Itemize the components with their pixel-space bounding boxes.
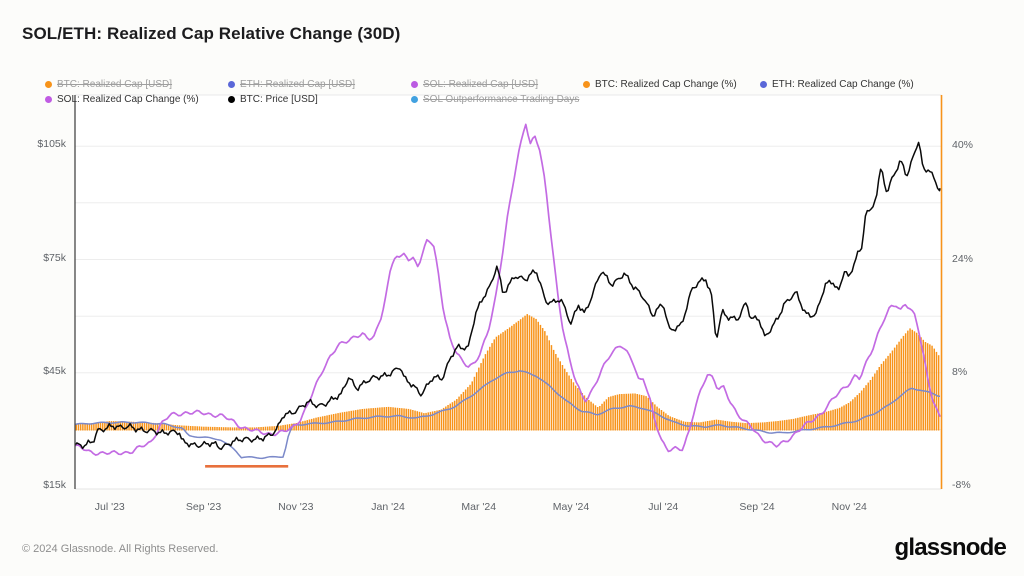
- x-tick: Jan '24: [371, 501, 405, 513]
- legend-item-btc-realized-cap-usd[interactable]: BTC: Realized Cap [USD]: [45, 79, 172, 90]
- y-right-tick: 40%: [952, 139, 974, 152]
- legend-dot-eth-realized-cap-usd: [228, 81, 235, 88]
- legend-label: BTC: Realized Cap Change (%): [595, 79, 737, 90]
- y-right-tick: -8%: [952, 479, 971, 492]
- legend-dot-btc-price-usd: [228, 96, 235, 103]
- legend-label: BTC: Price [USD]: [240, 94, 318, 105]
- y-left-tick: $45k: [43, 365, 66, 378]
- legend-item-btc-price-usd[interactable]: BTC: Price [USD]: [228, 94, 318, 105]
- y-right-tick: 24%: [952, 252, 974, 265]
- copyright-text: © 2024 Glassnode. All Rights Reserved.: [22, 543, 219, 555]
- y-left-tick: $105k: [37, 137, 66, 150]
- legend-label: BTC: Realized Cap [USD]: [57, 79, 173, 90]
- legend-label: SOL Outperformance Trading Days: [423, 94, 580, 105]
- legend-item-sol-outperformance-trading-days[interactable]: SOL Outperformance Trading Days: [411, 94, 579, 105]
- x-tick: Sep '24: [739, 501, 775, 513]
- page-title: SOL/ETH: Realized Cap Relative Change (3…: [22, 24, 401, 43]
- x-tick: Nov '23: [278, 501, 314, 513]
- legend-dot-sol-realized-cap-usd: [411, 81, 418, 88]
- legend-dot-sol-realized-cap-change-pct: [45, 96, 52, 103]
- y-left-tick: $75k: [43, 251, 66, 264]
- x-tick: Jul '23: [94, 501, 125, 513]
- glassnode-logo: glassnode: [894, 534, 1007, 561]
- legend-label: ETH: Realized Cap Change (%): [772, 79, 914, 90]
- x-tick: Sep '23: [185, 501, 222, 513]
- legend-item-eth-realized-cap-usd[interactable]: ETH: Realized Cap [USD]: [228, 79, 355, 90]
- legend-item-eth-realized-cap-change-pct[interactable]: ETH: Realized Cap Change (%): [760, 79, 914, 90]
- btc-price-line: [74, 141, 941, 451]
- legend-label: ETH: Realized Cap [USD]: [240, 79, 356, 90]
- x-tick: Jul '24: [648, 501, 679, 513]
- sol-realized-cap-change-line: [74, 123, 941, 456]
- x-tick: May '24: [552, 501, 590, 513]
- y-right-tick: 8%: [952, 365, 968, 378]
- legend-label: SOL: Realized Cap [USD]: [423, 79, 539, 90]
- x-tick: Mar '24: [461, 501, 497, 513]
- legend-item-sol-realized-cap-usd[interactable]: SOL: Realized Cap [USD]: [411, 79, 538, 90]
- legend-dot-sol-outperformance-trading-days: [411, 96, 418, 103]
- x-tick: Nov '24: [831, 501, 867, 513]
- legend-dot-btc-realized-cap-change-pct: [583, 81, 590, 88]
- legend-label: SOL: Realized Cap Change (%): [57, 94, 199, 105]
- legend-item-sol-realized-cap-change-pct[interactable]: SOL: Realized Cap Change (%): [45, 94, 199, 105]
- y-left-tick: $15k: [43, 479, 66, 491]
- legend-dot-eth-realized-cap-change-pct: [760, 81, 767, 88]
- legend-item-btc-realized-cap-change-pct[interactable]: BTC: Realized Cap Change (%): [583, 79, 737, 90]
- legend-dot-btc-realized-cap-usd: [45, 81, 52, 88]
